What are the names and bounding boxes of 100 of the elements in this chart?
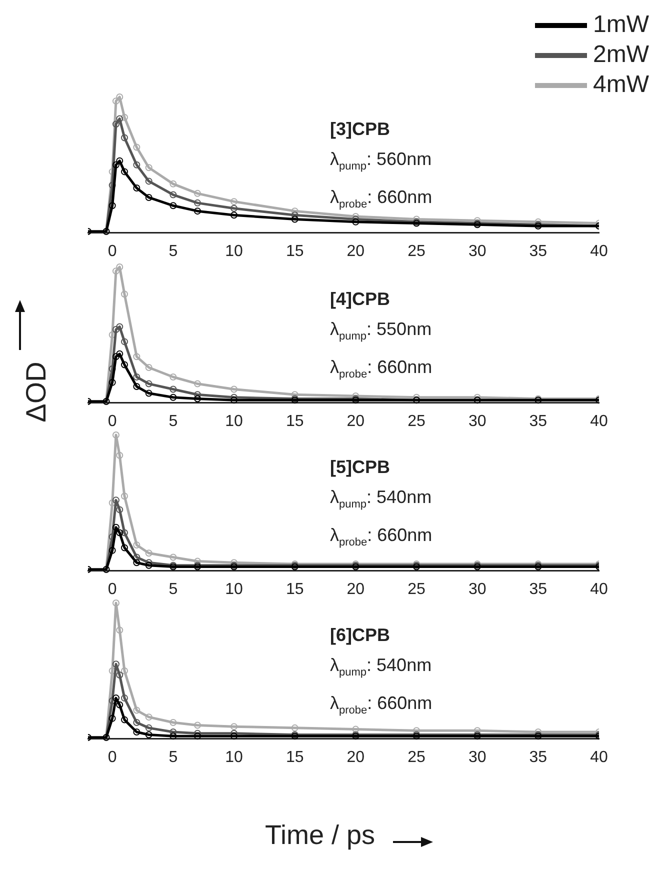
annotation: [4]CPB	[330, 288, 392, 311]
point	[133, 161, 140, 168]
point	[121, 134, 128, 142]
x-tick-label: 5	[168, 242, 178, 260]
point	[145, 380, 152, 388]
point	[145, 194, 152, 201]
point	[112, 432, 120, 438]
point	[116, 671, 124, 678]
point	[194, 558, 201, 565]
point	[413, 727, 420, 734]
point	[474, 727, 481, 734]
point	[121, 168, 128, 176]
point	[116, 506, 124, 514]
x-axis-title: Time / ps	[265, 820, 376, 851]
legend-label: 1mW	[593, 11, 649, 39]
x-tick-label: 15	[286, 748, 304, 766]
x-tick-label: 5	[168, 748, 178, 766]
point	[108, 714, 116, 722]
point	[145, 550, 152, 557]
point	[170, 202, 177, 210]
x-tick-label: 30	[468, 748, 486, 766]
x-tick-label: 40	[590, 412, 608, 430]
point	[112, 660, 120, 668]
point	[133, 728, 140, 736]
point	[145, 714, 152, 721]
x-tick-label: 5	[168, 412, 178, 430]
x-tick-label: 10	[225, 580, 243, 598]
legend-label: 4mW	[593, 71, 649, 99]
point	[116, 626, 124, 634]
x-tick-label: 15	[286, 242, 304, 260]
point	[108, 546, 116, 554]
point	[291, 216, 298, 223]
point	[170, 394, 177, 401]
point	[170, 180, 177, 188]
point	[170, 191, 177, 198]
point	[133, 353, 140, 360]
point	[291, 724, 298, 732]
point	[121, 716, 128, 724]
x-tick-label: 25	[408, 412, 426, 430]
point	[194, 199, 201, 206]
point	[170, 732, 177, 740]
point	[112, 694, 120, 702]
point	[230, 212, 238, 219]
point	[116, 157, 124, 164]
x-tick-label: 10	[225, 748, 243, 766]
x-tick-label: 35	[529, 242, 548, 260]
point	[112, 120, 120, 128]
x-tick-label: 35	[529, 412, 548, 430]
point	[133, 542, 140, 548]
point	[112, 496, 120, 504]
point	[194, 190, 201, 197]
x-tick-label: 15	[286, 580, 304, 598]
annotation: λ$_{pump}$: 550nm	[330, 318, 432, 345]
x-tick-label: 40	[590, 748, 608, 766]
x-tick-label: 25	[408, 748, 426, 766]
annotation: λ$_{pump}$: 540nm	[330, 486, 432, 513]
annotation: [5]CPB	[330, 456, 392, 479]
x-tick-label: 30	[468, 412, 486, 430]
annotation: λ$_{probe}$: 660nm	[330, 356, 432, 382]
x-tick-label: 20	[346, 412, 365, 430]
point	[291, 212, 298, 219]
x-tick-label: 20	[346, 748, 365, 766]
point	[170, 719, 177, 726]
legend-label: 2mW	[593, 41, 649, 69]
point	[116, 323, 124, 330]
point	[230, 204, 238, 212]
annotation: λ$_{pump}$: 540nm	[330, 654, 432, 681]
point	[194, 208, 201, 215]
x-tick-label: 10	[225, 242, 243, 260]
point	[230, 723, 238, 730]
point	[133, 719, 140, 726]
point	[133, 374, 140, 380]
x-tick-label: 10	[225, 412, 243, 430]
point	[170, 386, 177, 393]
point	[116, 701, 124, 708]
point	[112, 98, 120, 105]
point	[112, 268, 120, 275]
point	[194, 732, 201, 740]
point	[230, 732, 238, 740]
point	[108, 499, 116, 506]
point	[116, 529, 124, 536]
point	[121, 529, 128, 536]
point	[170, 554, 177, 561]
point	[121, 114, 128, 121]
point	[116, 94, 124, 100]
point	[133, 554, 140, 561]
point	[116, 350, 124, 358]
point	[112, 353, 120, 360]
x-tick-label: 30	[468, 242, 486, 260]
point	[108, 182, 116, 189]
point	[145, 731, 152, 738]
x-tick-label: 0	[108, 412, 117, 430]
annotation: [3]CPB	[330, 118, 392, 141]
point	[116, 452, 124, 459]
point	[112, 326, 120, 333]
point	[145, 390, 152, 397]
x-tick-label: 30	[468, 580, 486, 598]
annotation: λ$_{probe}$: 660nm	[330, 692, 432, 718]
point	[133, 383, 140, 390]
point	[170, 728, 177, 736]
